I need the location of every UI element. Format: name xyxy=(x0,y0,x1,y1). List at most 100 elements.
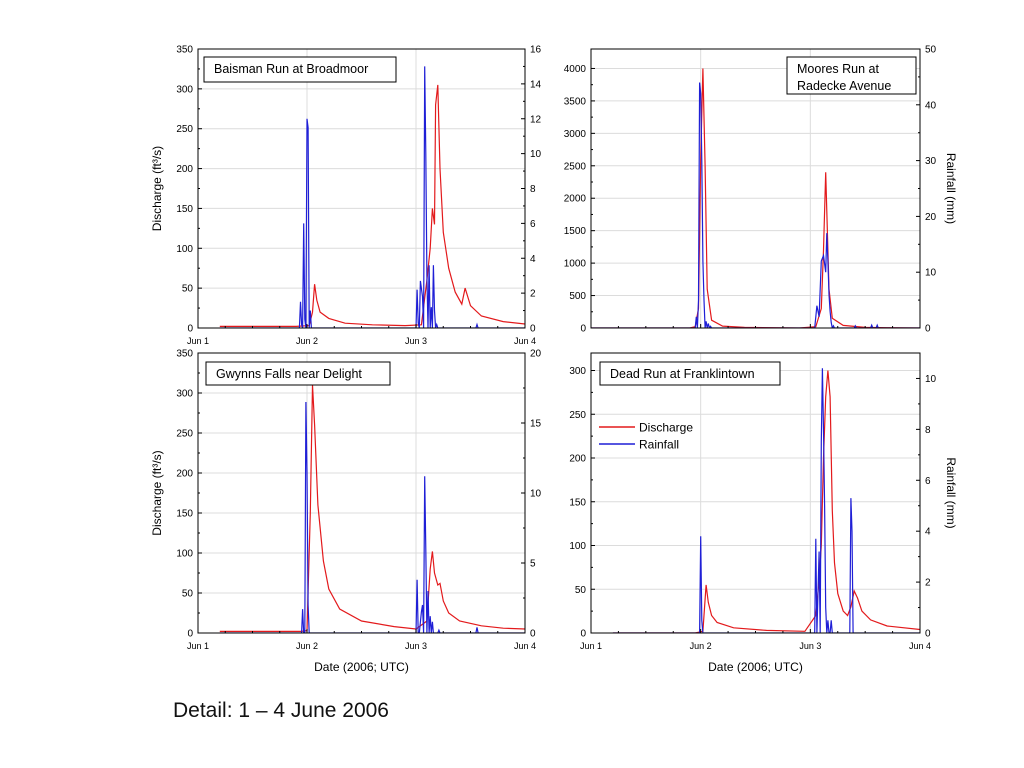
discharge-series xyxy=(591,68,920,328)
y-tick-label: 0 xyxy=(580,324,586,335)
y-tick-label: 100 xyxy=(176,244,193,255)
y2-tick-label: 12 xyxy=(530,114,542,125)
y-tick-label: 50 xyxy=(575,585,587,596)
y-tick-label: 150 xyxy=(569,497,586,508)
x-tick-label: Jun 2 xyxy=(296,641,318,651)
y2-tick-label: 4 xyxy=(530,254,536,265)
y2-tick-label: 40 xyxy=(925,100,937,111)
y-tick-label: 300 xyxy=(176,389,193,400)
y-tick-label: 100 xyxy=(176,549,193,560)
y2-tick-label: 15 xyxy=(530,419,542,430)
y-tick-label: 250 xyxy=(176,124,193,135)
title-box xyxy=(599,361,781,386)
y-tick-label: 50 xyxy=(182,284,194,295)
y-axis-label: Discharge (ft³/s) xyxy=(150,450,164,535)
title-box xyxy=(205,361,391,386)
x-axis-label: Date (2006; UTC) xyxy=(708,660,803,674)
x-tick-label: Jun 3 xyxy=(405,336,427,346)
y-tick-label: 1500 xyxy=(564,226,587,237)
plot-frame xyxy=(197,48,526,329)
y-tick-label: 0 xyxy=(580,629,586,640)
y2-tick-label: 4 xyxy=(925,527,931,538)
panel-title: Gwynns Falls near Delight xyxy=(216,367,362,381)
rainfall-series xyxy=(219,66,525,328)
y-tick-label: 500 xyxy=(569,291,586,302)
y-axis-label: Discharge (ft³/s) xyxy=(150,146,164,231)
title-box xyxy=(786,56,917,95)
y-tick-label: 300 xyxy=(569,366,586,377)
y2-tick-label: 10 xyxy=(530,149,542,160)
discharge-series xyxy=(219,384,525,633)
x-tick-label: Jun 3 xyxy=(799,641,821,651)
y2-tick-label: 6 xyxy=(530,219,536,230)
panel-title: Dead Run at Franklintown xyxy=(610,367,755,381)
plot-frame xyxy=(197,352,526,634)
y-tick-label: 150 xyxy=(176,204,193,215)
panel-title: Baisman Run at Broadmoor xyxy=(214,62,368,76)
y-tick-label: 50 xyxy=(182,589,194,600)
legend-label: Rainfall xyxy=(639,438,679,452)
y-tick-label: 300 xyxy=(176,84,193,95)
y2-tick-label: 14 xyxy=(530,79,542,90)
y2-tick-label: 0 xyxy=(925,324,931,335)
y2-tick-label: 50 xyxy=(925,45,937,56)
y-tick-label: 250 xyxy=(176,429,193,440)
rainfall-series xyxy=(612,368,920,633)
y2-tick-label: 2 xyxy=(530,289,536,300)
y-tick-label: 200 xyxy=(569,454,586,465)
y-tick-label: 2500 xyxy=(564,161,587,172)
y-tick-label: 3000 xyxy=(564,129,587,140)
y-tick-label: 0 xyxy=(187,324,193,335)
panel-1: 0 50 100 150 200 250 300 350 0 2 4 6 8 10 12 14 16 Jun 1 J… xyxy=(150,45,542,347)
x-tick-label: Jun 1 xyxy=(187,641,209,651)
y2-tick-label: 0 xyxy=(925,629,931,640)
y2-axis-label: Rainfall (mm) xyxy=(944,153,958,224)
y-tick-label: 350 xyxy=(176,349,193,360)
y2-tick-label: 0 xyxy=(530,629,536,640)
y2-tick-label: 8 xyxy=(925,425,931,436)
panel-title: Moores Run at xyxy=(797,62,880,76)
legend-label: Discharge xyxy=(639,421,693,435)
x-tick-label: Jun 1 xyxy=(580,641,602,651)
y-tick-label: 1000 xyxy=(564,259,587,270)
y2-tick-label: 20 xyxy=(530,349,542,360)
y2-tick-label: 10 xyxy=(925,374,937,385)
y-tick-label: 350 xyxy=(176,45,193,56)
y2-tick-label: 10 xyxy=(530,489,542,500)
panel-title: Radecke Avenue xyxy=(797,79,891,93)
x-tick-label: Jun 4 xyxy=(514,336,536,346)
x-tick-label: Jun 4 xyxy=(909,641,931,651)
x-tick-label: Jun 1 xyxy=(187,336,209,346)
x-axis-label: Date (2006; UTC) xyxy=(314,660,409,674)
title-box xyxy=(203,56,397,83)
panel-4: 0 50 100 150 200 250 300 0 2 4 6 8 10 Jun 1 Jun 2 Jun 3… xyxy=(569,352,958,674)
y2-tick-label: 20 xyxy=(925,212,937,223)
y-tick-label: 3500 xyxy=(564,96,587,107)
y-tick-label: 2000 xyxy=(564,194,587,205)
discharge-series xyxy=(612,370,920,633)
x-tick-label: Jun 3 xyxy=(405,641,427,651)
y-tick-label: 0 xyxy=(187,629,193,640)
x-tick-label: Jun 2 xyxy=(690,641,712,651)
slide-caption: Detail: 1 – 4 June 2006 xyxy=(173,699,389,722)
y-tick-label: 150 xyxy=(176,509,193,520)
plot-frame xyxy=(590,352,921,634)
x-tick-label: Jun 4 xyxy=(514,641,536,651)
panel-3: 0 50 100 150 200 250 300 350 0 5 10 15 20 Jun 1 Jun 2 J… xyxy=(150,349,542,675)
y2-tick-label: 6 xyxy=(925,476,931,487)
rainfall-series xyxy=(591,82,920,328)
y-tick-label: 200 xyxy=(176,164,193,175)
rainfall-series xyxy=(219,401,525,633)
y-tick-label: 250 xyxy=(569,410,586,421)
y-tick-label: 4000 xyxy=(564,64,587,75)
discharge-series xyxy=(219,84,525,327)
y2-tick-label: 30 xyxy=(925,156,937,167)
panel-2: 0 500 1000 1500 2000 2500 3000 3500 4000 0 10 20 30 4… xyxy=(564,45,958,335)
y2-tick-label: 5 xyxy=(530,559,536,570)
y-tick-label: 200 xyxy=(176,469,193,480)
y2-tick-label: 10 xyxy=(925,268,937,279)
y2-tick-label: 16 xyxy=(530,45,542,56)
y2-axis-label: Rainfall (mm) xyxy=(944,457,958,528)
y-tick-label: 100 xyxy=(569,541,586,552)
